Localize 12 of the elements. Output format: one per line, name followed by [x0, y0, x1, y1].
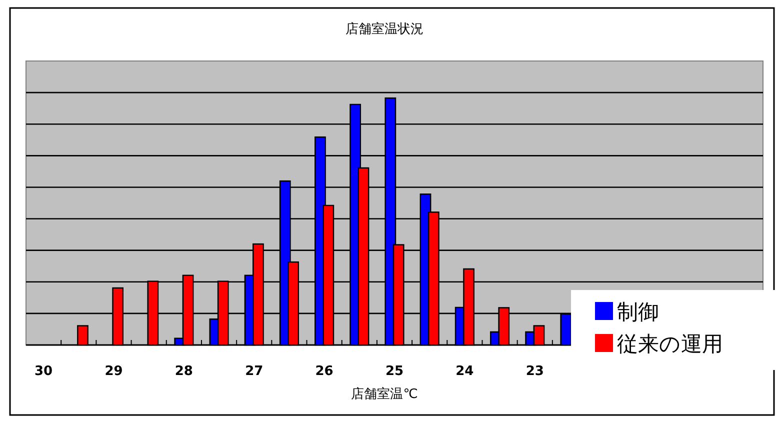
x-tick-label: 27 — [245, 364, 264, 379]
x-tick-label: 24 — [456, 364, 474, 379]
x-tick-label: 23 — [526, 364, 544, 379]
x-tick-label: 30 — [34, 364, 53, 379]
legend-label: 従来の運用 — [617, 332, 723, 356]
x-tick-label: 29 — [104, 364, 123, 379]
x-tick-label: 26 — [315, 364, 334, 379]
x-tick-label: 25 — [385, 364, 404, 379]
legend-label: 制御 — [617, 300, 659, 324]
chart-title: 店舗室温状況 — [346, 21, 424, 37]
x-tick-label: 28 — [174, 364, 193, 379]
x-axis-title: 店舗室温℃ — [351, 386, 418, 402]
